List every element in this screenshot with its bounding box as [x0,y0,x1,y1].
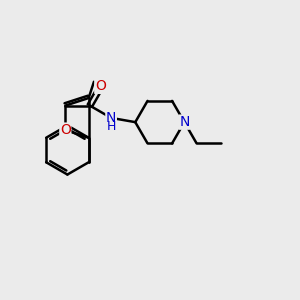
Text: H: H [107,120,116,133]
Text: N: N [106,111,116,125]
Text: O: O [95,79,106,93]
Text: N: N [179,115,190,129]
Text: O: O [60,123,71,137]
